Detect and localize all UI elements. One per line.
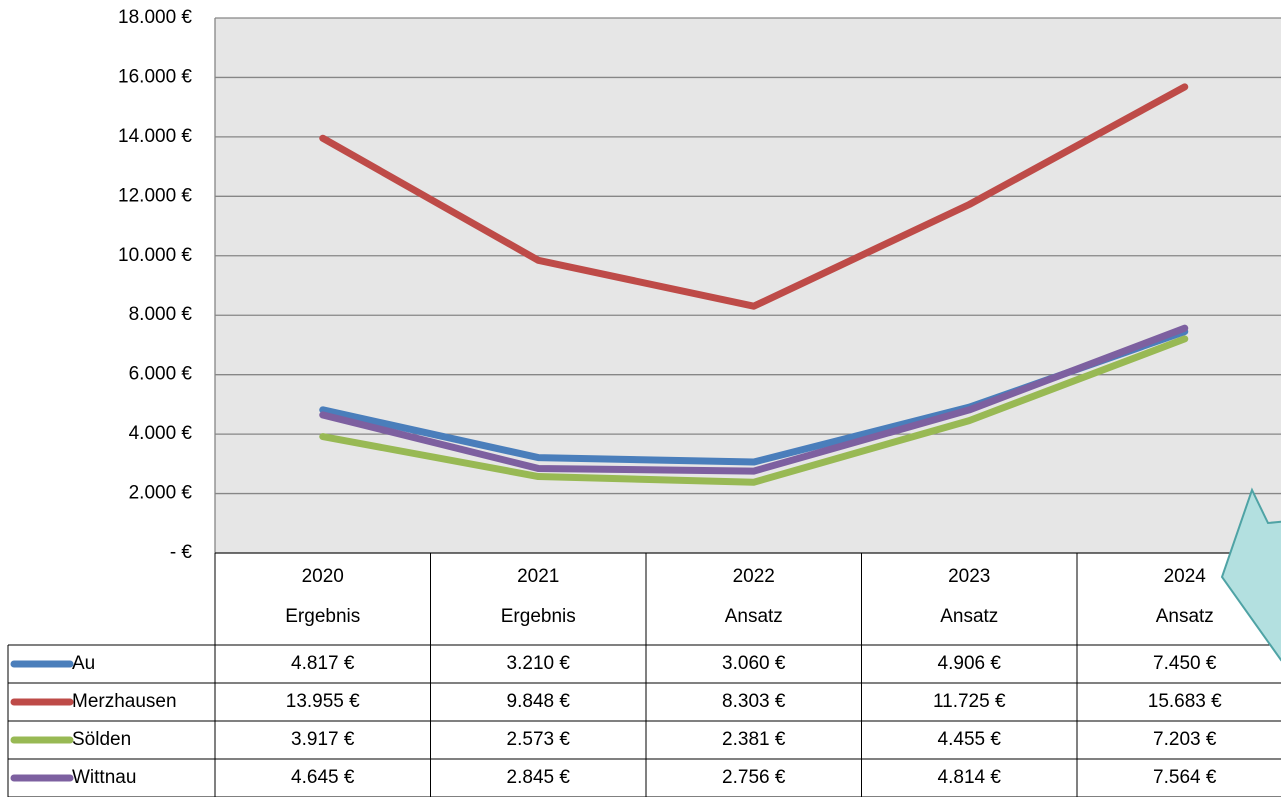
y-tick-label: 12.000 € bbox=[118, 185, 192, 206]
data-label: 2.573 € bbox=[507, 729, 571, 750]
series-line bbox=[319, 324, 1189, 475]
data-label: 7.450 € bbox=[1153, 653, 1217, 674]
data-label: 4.817 € bbox=[291, 653, 355, 674]
data-label: 4.645 € bbox=[291, 767, 355, 788]
data-label: 2.845 € bbox=[507, 767, 571, 788]
x-tick-sublabel: Ansatz bbox=[1156, 606, 1214, 627]
data-label: 4.814 € bbox=[938, 767, 1002, 788]
y-tick-label: - € bbox=[170, 542, 193, 563]
x-tick-sublabel: Ergebnis bbox=[285, 606, 360, 627]
x-tick-sublabel: Ansatz bbox=[725, 606, 783, 627]
data-label: 7.203 € bbox=[1153, 729, 1217, 750]
data-label: 3.060 € bbox=[722, 653, 786, 674]
data-label: 2.381 € bbox=[722, 729, 786, 750]
data-label: 3.210 € bbox=[507, 653, 571, 674]
y-tick-label: 6.000 € bbox=[129, 364, 193, 385]
data-label: 11.725 € bbox=[933, 691, 1006, 712]
y-tick-label: 4.000 € bbox=[129, 423, 193, 444]
data-label: 15.683 € bbox=[1148, 691, 1222, 712]
data-label: 4.455 € bbox=[938, 729, 1002, 750]
series-line bbox=[319, 335, 1189, 486]
x-tick-sublabel: Ergebnis bbox=[501, 606, 576, 627]
data-label: 7.564 € bbox=[1153, 767, 1217, 788]
data-label: 3.917 € bbox=[291, 729, 355, 750]
y-tick-label: 8.000 € bbox=[129, 304, 193, 325]
y-tick-label: 2.000 € bbox=[129, 483, 193, 504]
content: - € 2.000 € 4.000 € 6.000 € 8.000 € 10.000 € 1… bbox=[7, 7, 1281, 797]
legend-label: Merzhausen bbox=[72, 691, 177, 712]
legend-label: Sölden bbox=[72, 729, 131, 750]
y-tick-label: 10.000 € bbox=[118, 245, 192, 266]
x-tick-label: 2024 bbox=[1164, 566, 1207, 587]
series-line bbox=[319, 83, 1189, 310]
y-tick-label: 16.000 € bbox=[118, 66, 192, 87]
data-label: 2.756 € bbox=[722, 767, 786, 788]
cursor-shape bbox=[1220, 487, 1281, 662]
x-tick-label: 2021 bbox=[517, 566, 559, 587]
legend-label: Wittnau bbox=[72, 767, 136, 788]
data-label: 8.303 € bbox=[722, 691, 786, 712]
x-tick-label: 2020 bbox=[302, 566, 344, 587]
data-label: 13.955 € bbox=[286, 691, 360, 712]
data-label: 4.906 € bbox=[938, 653, 1002, 674]
x-tick-label: 2022 bbox=[733, 566, 775, 587]
data-label: 9.848 € bbox=[507, 691, 571, 712]
y-tick-label: 18.000 € bbox=[118, 7, 192, 28]
x-tick-sublabel: Ansatz bbox=[940, 606, 998, 627]
x-tick-label: 2023 bbox=[948, 566, 990, 587]
legend-label: Au bbox=[72, 653, 95, 674]
y-tick-label: 14.000 € bbox=[118, 126, 192, 147]
